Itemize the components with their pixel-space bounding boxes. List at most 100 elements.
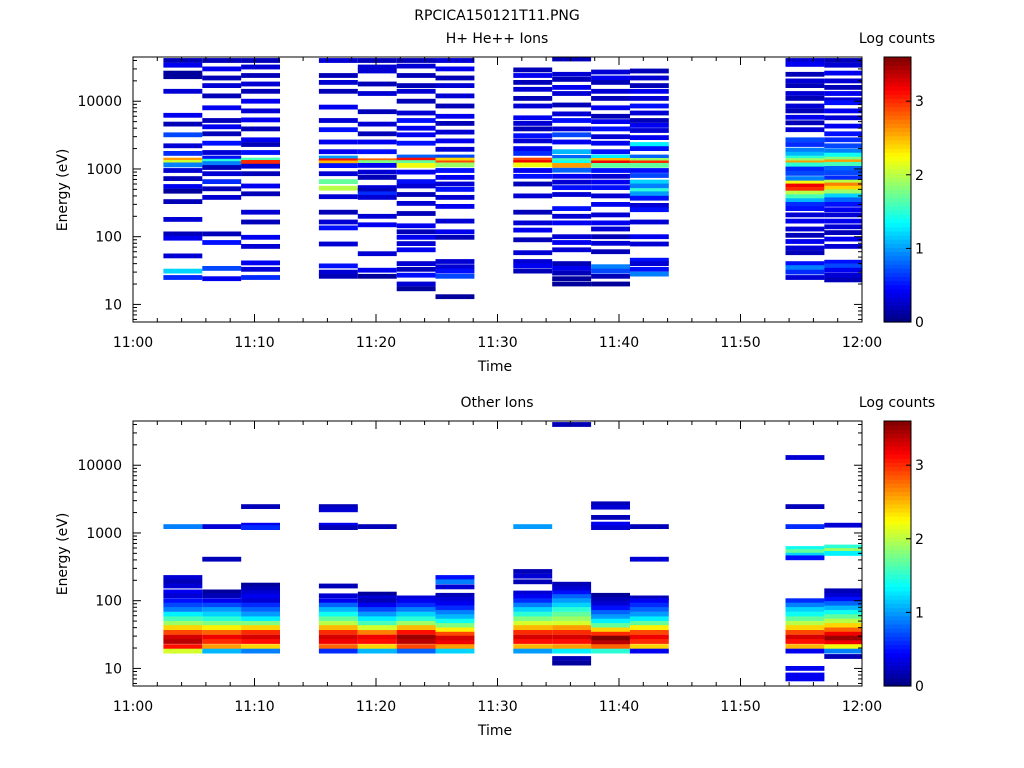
heatmap-cell bbox=[163, 625, 203, 630]
heatmap-cell bbox=[202, 644, 242, 649]
heatmap-cell bbox=[396, 183, 436, 189]
y-tick-label: 1000 bbox=[86, 162, 122, 178]
heatmap-cells bbox=[163, 422, 862, 682]
heatmap-cell bbox=[202, 150, 242, 155]
heatmap-cell bbox=[824, 236, 862, 242]
heatmap-cell bbox=[202, 118, 242, 123]
colorbar-frame bbox=[883, 420, 912, 687]
figure-title: RPCICA150121T11.PNG bbox=[414, 8, 579, 24]
colorbar-swatch bbox=[884, 441, 911, 447]
heatmap-cell bbox=[591, 264, 630, 270]
heatmap-cell bbox=[513, 138, 553, 144]
heatmap-cell bbox=[552, 102, 592, 108]
heatmap-cell bbox=[552, 155, 592, 160]
colorbar-tick-label: 1 bbox=[915, 605, 924, 621]
heatmap-cell bbox=[785, 261, 825, 266]
colorbar-swatch bbox=[884, 77, 911, 83]
colorbar-swatch bbox=[884, 636, 911, 642]
heatmap-cell bbox=[396, 648, 436, 654]
colorbar-label: Log counts bbox=[859, 395, 935, 411]
heatmap-cell bbox=[552, 185, 592, 190]
panel-title: Other Ions bbox=[460, 395, 533, 411]
heatmap-cell bbox=[357, 524, 397, 529]
heatmap-cell bbox=[629, 183, 669, 189]
heatmap-cell bbox=[318, 118, 358, 123]
heatmap-cell bbox=[552, 630, 592, 635]
heatmap-cell bbox=[785, 155, 825, 161]
heatmap-cells bbox=[163, 56, 862, 300]
heatmap-cell bbox=[435, 605, 475, 611]
colorbar-swatch bbox=[884, 557, 911, 563]
heatmap-cell bbox=[629, 607, 669, 612]
heatmap-cell bbox=[202, 589, 242, 595]
heatmap-cell bbox=[785, 455, 825, 460]
heatmap-cell bbox=[435, 579, 475, 585]
heatmap-cell bbox=[163, 176, 203, 181]
heatmap-cell bbox=[435, 154, 475, 160]
colorbar-swatch bbox=[884, 665, 911, 671]
colorbar-swatch bbox=[884, 433, 911, 439]
heatmap-cell bbox=[552, 281, 592, 287]
heatmap-cell bbox=[552, 160, 592, 166]
heatmap-cell bbox=[318, 639, 358, 644]
heatmap-cell bbox=[163, 639, 203, 644]
heatmap-cell bbox=[629, 83, 669, 88]
heatmap-cell bbox=[318, 621, 358, 626]
heatmap-cell bbox=[513, 181, 553, 187]
colorbar-swatch bbox=[884, 305, 911, 311]
heatmap-cell bbox=[396, 132, 436, 138]
heatmap-cell bbox=[318, 209, 358, 215]
heatmap-cell bbox=[629, 611, 669, 617]
heatmap-cell bbox=[824, 230, 862, 235]
heatmap-cell bbox=[552, 634, 592, 640]
heatmap-cell bbox=[824, 548, 862, 553]
heatmap-cell bbox=[824, 207, 862, 213]
colorbar-swatch bbox=[884, 632, 911, 637]
heatmap-cell bbox=[202, 639, 242, 644]
heatmap-cell bbox=[591, 601, 630, 606]
colorbar-swatch bbox=[884, 470, 911, 476]
heatmap-cell bbox=[552, 206, 592, 211]
heatmap-cell bbox=[629, 195, 669, 201]
colorbar-swatch bbox=[884, 549, 911, 555]
heatmap-cell bbox=[357, 273, 397, 279]
y-tick-label: 100 bbox=[95, 230, 122, 246]
colorbar-swatch bbox=[884, 222, 911, 228]
heatmap-cell bbox=[241, 98, 280, 104]
colorbar-swatch bbox=[884, 574, 911, 579]
heatmap-cell bbox=[629, 118, 669, 123]
heatmap-cell bbox=[785, 504, 825, 509]
heatmap-cell bbox=[513, 126, 553, 132]
heatmap-cell bbox=[785, 226, 825, 232]
heatmap-cell bbox=[552, 192, 592, 197]
colorbar-swatch bbox=[884, 681, 911, 687]
heatmap-cell bbox=[435, 294, 475, 300]
heatmap-cell bbox=[318, 583, 358, 589]
heatmap-cell bbox=[318, 263, 358, 269]
heatmap-cell bbox=[629, 191, 669, 197]
heatmap-cell bbox=[241, 586, 280, 592]
colorbar-swatch bbox=[884, 65, 911, 71]
heatmap-cell bbox=[824, 193, 862, 199]
colorbar-swatch bbox=[884, 669, 911, 675]
heatmap-cell bbox=[824, 156, 862, 162]
heatmap-cell bbox=[552, 590, 592, 596]
heatmap-cell bbox=[513, 259, 553, 264]
heatmap-cell bbox=[513, 611, 553, 617]
colorbar-swatch bbox=[884, 561, 911, 567]
heatmap-cell bbox=[435, 187, 475, 192]
colorbar-swatch bbox=[884, 491, 911, 497]
heatmap-cell bbox=[357, 639, 397, 644]
heatmap-cell bbox=[824, 623, 862, 628]
heatmap-cell bbox=[202, 124, 242, 130]
colorbar-swatch bbox=[884, 214, 911, 220]
heatmap-cell bbox=[785, 142, 825, 147]
colorbar-swatch bbox=[884, 284, 911, 290]
heatmap-cell bbox=[591, 226, 630, 232]
heatmap-cell bbox=[357, 648, 397, 654]
heatmap-cell bbox=[396, 607, 436, 612]
heatmap-cell bbox=[824, 614, 862, 620]
colorbar-swatch bbox=[884, 615, 911, 621]
heatmap-cell bbox=[824, 179, 862, 185]
heatmap-cell bbox=[241, 150, 280, 155]
